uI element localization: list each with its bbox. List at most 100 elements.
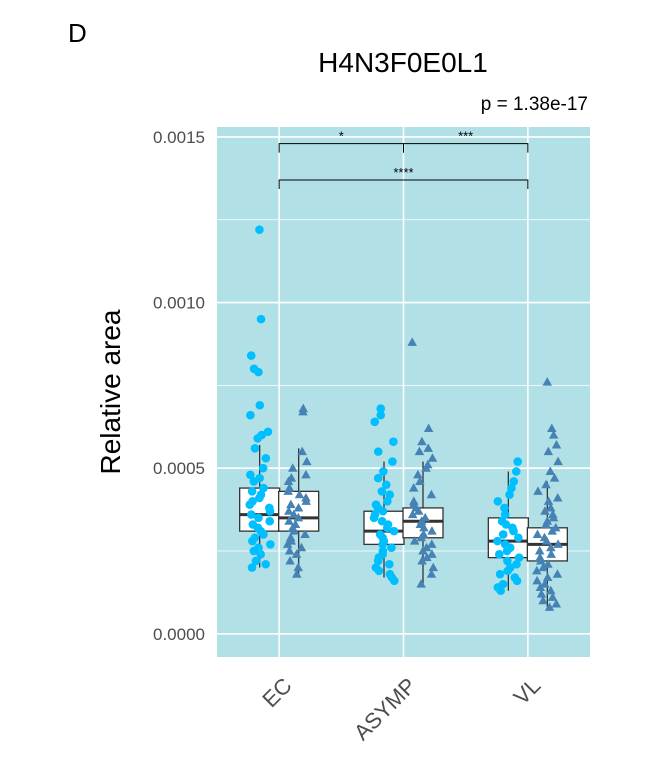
data-point-triangle (545, 466, 556, 475)
data-point-circle (247, 510, 256, 519)
y-tick-label: 0.0000 (153, 625, 205, 644)
data-point-circle (500, 510, 510, 519)
data-point-circle (245, 500, 255, 509)
data-point-circle (266, 540, 275, 549)
data-point-triangle (548, 430, 559, 439)
data-point-triangle (293, 502, 304, 512)
grid-lines (217, 127, 590, 657)
data-point-triangle (535, 555, 546, 565)
data-point-triangle (427, 539, 437, 548)
data-point-circle (373, 447, 383, 456)
data-point-triangle (421, 463, 431, 472)
data-point-triangle (407, 509, 418, 519)
significance-layer: * ******* (278, 129, 529, 189)
data-point-triangle (536, 589, 547, 598)
data-point-triangle (287, 463, 298, 472)
data-point-circle (513, 457, 523, 466)
data-point-triangle (541, 479, 551, 489)
data-point-triangle (301, 469, 311, 479)
data-point-triangle (422, 552, 432, 562)
data-point-triangle (551, 440, 562, 449)
data-point-circle (254, 367, 263, 377)
data-point-circle (381, 480, 391, 490)
data-point-circle (247, 563, 257, 572)
data-point-triangle (283, 486, 293, 495)
data-point-triangle (282, 539, 293, 548)
data-point-triangle (533, 486, 543, 495)
data-point-triangle (553, 539, 563, 548)
data-point-circle (259, 483, 268, 493)
data-point-triangle (543, 496, 554, 505)
chart-title: H4N3F0E0L1 (318, 47, 488, 78)
data-point-triangle (289, 526, 299, 535)
data-point-triangle (423, 423, 434, 432)
significance-bracket (278, 179, 529, 189)
data-point-triangle (552, 493, 563, 502)
data-point-circle (385, 490, 394, 499)
data-point-triangle (284, 506, 294, 515)
data-point-triangle (546, 542, 556, 552)
data-point-triangle (417, 555, 427, 565)
data-point-circle (378, 506, 388, 516)
data-point-triangle (540, 506, 550, 515)
data-point-circle (377, 487, 387, 496)
data-point-triangle (416, 579, 426, 588)
data-point-triangle (294, 489, 305, 499)
data-point-circle (501, 520, 511, 529)
data-point-circle (374, 566, 384, 576)
data-point-circle (503, 566, 512, 576)
data-point-triangle (428, 562, 439, 572)
data-point-triangle (548, 512, 559, 522)
data-point-circle (369, 513, 379, 523)
data-point-circle (263, 427, 273, 437)
data-point-triangle (427, 453, 438, 462)
data-point-circle (495, 550, 504, 559)
significance-label: * (339, 129, 344, 144)
data-point-circle (387, 543, 396, 552)
data-point-circle (249, 546, 259, 556)
data-point-circle (246, 410, 255, 420)
data-point-triangle (302, 456, 312, 466)
data-point-circle (378, 540, 387, 549)
data-point-triangle (408, 483, 419, 492)
data-point-circle (255, 400, 265, 410)
data-point-circle (246, 470, 255, 480)
data-point-circle (261, 453, 271, 463)
data-point-triangle (426, 489, 437, 499)
data-point-triangle (301, 496, 311, 505)
data-point-circle (249, 477, 259, 486)
y-tick-label: 0.0010 (153, 294, 205, 313)
significance-bracket (403, 143, 529, 153)
data-point-triangle (286, 499, 296, 509)
data-point-triangle (416, 532, 427, 542)
data-point-triangle (534, 546, 545, 555)
data-point-triangle (532, 529, 543, 538)
data-point-triangle (298, 406, 308, 416)
data-point-triangle (291, 549, 302, 558)
data-point-triangle (546, 585, 556, 595)
data-point-circle (385, 559, 394, 569)
x-tick-labels: EC ASYMP VL (257, 673, 545, 745)
data-point-triangle (549, 473, 560, 482)
x-tick-label: EC (257, 673, 296, 712)
data-point-triangle (545, 502, 556, 512)
data-point-triangle (547, 592, 558, 601)
data-point-triangle (532, 565, 542, 575)
data-point-circle (373, 473, 383, 483)
data-point-triangle (535, 582, 546, 591)
data-point-circle (507, 483, 516, 493)
data-point-circle (389, 526, 399, 536)
data-point-triangle (543, 446, 554, 456)
y-axis-label: Relative area (95, 309, 126, 474)
data-point-circle (509, 526, 518, 536)
data-point-circle (265, 506, 275, 516)
data-point-circle (498, 530, 508, 539)
y-tick-label: 0.0005 (153, 459, 205, 478)
data-point-circle (376, 410, 386, 420)
chart-subtitle: p = 1.38e-17 (481, 94, 588, 115)
data-point-circle (493, 536, 502, 546)
y-tick-label: 0.0015 (153, 128, 205, 147)
data-point-triangle (418, 546, 428, 555)
data-point-triangle (426, 569, 437, 578)
